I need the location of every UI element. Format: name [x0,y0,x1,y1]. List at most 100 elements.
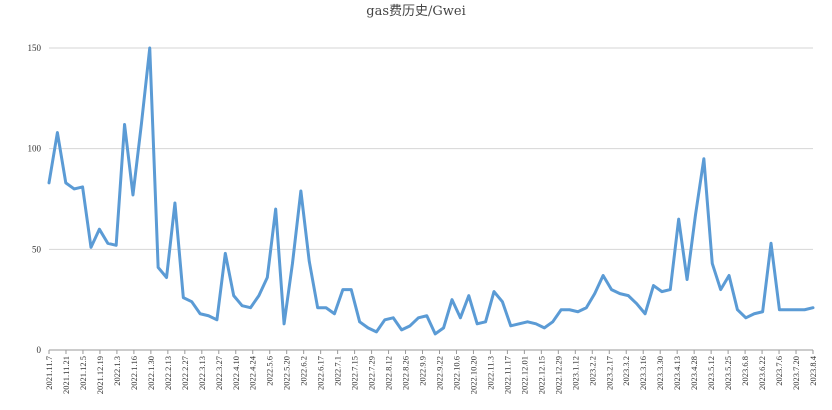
data-point [551,320,554,324]
x-tick-label: 2023.2.2 [587,356,597,386]
data-point [249,306,252,309]
data-point [484,320,487,324]
data-point [408,324,412,328]
data-point [450,298,454,301]
data-point [47,181,51,185]
data-point [190,300,193,303]
x-tick-label: 2023.7.20 [791,356,801,390]
x-tick-label: 2021.12.5 [78,356,88,390]
x-tick-label: 2022.12.15 [536,356,546,394]
data-point [660,290,664,293]
x-tick-label: 2022.10.6 [451,356,461,390]
data-point [559,308,563,311]
x-axis-ticks: 2021.11.7 2021.11.21 2021.12.5 2021.12.19 20… [44,350,818,394]
y-tick-label: 50 [32,244,42,254]
gridlines [49,47,813,351]
x-tick-label: 2022.11.3 [485,356,495,390]
x-tick-label: 2022.8.26 [401,356,411,390]
data-point [786,308,790,311]
data-point [56,131,59,134]
data-point [333,312,336,315]
data-point [517,322,521,326]
data-point [341,288,345,291]
x-tick-label: 2022.6.2 [299,356,309,386]
data-point [400,328,403,332]
x-tick-label: 2023.2.17 [604,356,614,390]
x-tick-label: 2022.3.13 [197,356,207,390]
data-point [694,213,697,217]
data-point [652,284,655,287]
x-tick-label: 2021.11.7 [44,356,54,390]
data-point [702,157,706,160]
series-layer [47,46,815,336]
x-tick-label: 2022.11.17 [502,356,512,394]
data-point [610,288,613,291]
data-point [375,330,378,334]
data-point [677,217,680,221]
x-tick-label: 2022.3.27 [214,356,224,390]
data-point [131,193,135,197]
y-tick-label: 150 [28,43,42,53]
data-point [81,185,84,189]
data-point [442,326,445,330]
data-point [257,294,261,297]
x-tick-label: 2021.12.19 [95,356,105,394]
data-point [350,288,353,291]
data-point [618,292,622,295]
x-tick-label: 2023.1.12 [570,356,580,390]
data-point [148,46,151,50]
x-tick-label: 2023.5.12 [706,356,716,390]
x-tick-label: 2022.9.22 [434,356,444,390]
data-point [711,262,714,265]
data-point [769,242,773,245]
x-tick-label: 2023.4.28 [689,356,699,390]
x-tick-label: 2022.12.01 [519,356,529,394]
data-point [803,308,806,311]
y-tick-label: 0 [37,345,42,355]
data-point [165,276,168,279]
data-point [568,308,571,311]
data-point [685,278,689,281]
data-point [98,228,101,231]
x-tick-label: 2023.5.25 [723,356,733,390]
data-point [383,318,387,321]
data-point [324,306,328,309]
data-point [224,252,227,255]
x-tick-label: 2022.4.10 [231,356,241,390]
data-point [266,276,269,279]
data-point [366,326,370,330]
x-tick-label: 2023.6.22 [757,356,767,390]
x-tick-label: 2022.10.20 [468,356,478,394]
data-point [114,244,118,247]
data-point [156,266,160,269]
x-tick-label: 2022.5.6 [265,356,275,386]
x-tick-label: 2022.8.12 [384,356,394,390]
data-point [627,294,630,297]
data-point [501,300,504,303]
x-tick-label: 2022.9.9 [418,356,428,386]
data-point [358,320,361,324]
data-point [778,308,781,311]
data-point [811,306,815,309]
data-point [182,296,185,299]
data-point [601,274,605,277]
data-point [299,189,303,193]
data-point [643,312,647,315]
data-point [207,314,210,317]
x-tick-label: 2022.7.1 [333,356,343,386]
data-point [576,310,580,313]
data-point [727,274,731,277]
data-point [64,181,67,185]
data-point [173,201,177,205]
x-tick-label: 2023.3.2 [621,356,631,386]
data-point [140,123,143,126]
x-tick-label: 2023.3.30 [655,356,665,390]
data-point [392,316,395,319]
data-point [744,316,748,319]
data-point [232,294,235,297]
data-point [467,294,470,297]
data-point [434,332,437,336]
x-tick-label: 2021.11.21 [61,356,71,394]
data-point [736,308,739,311]
data-point [585,306,588,309]
